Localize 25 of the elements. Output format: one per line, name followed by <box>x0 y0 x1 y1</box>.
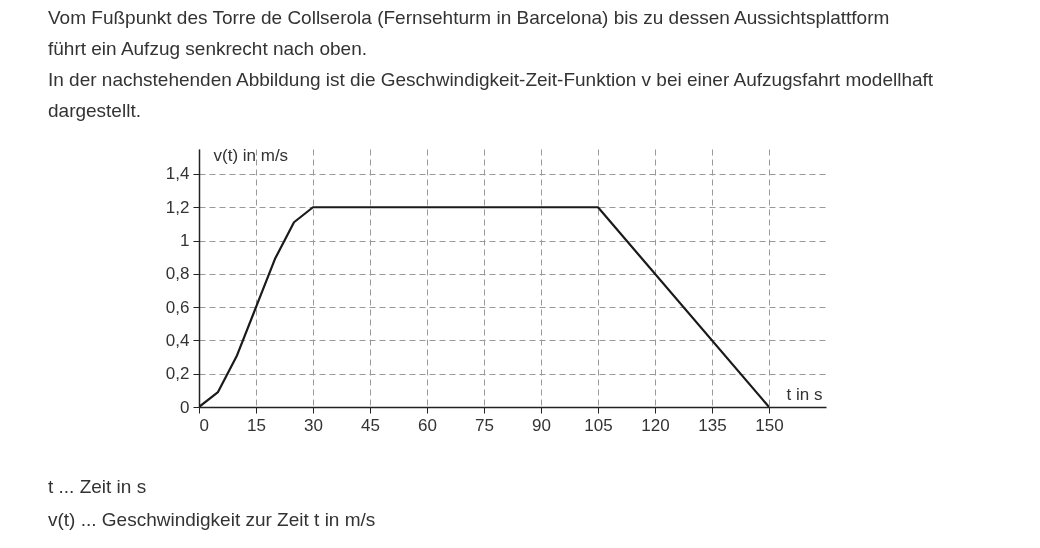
y-tick-label: 0,8 <box>165 264 190 284</box>
y-tick-label: 0,4 <box>165 330 190 350</box>
y-tick-label: 0,6 <box>165 297 190 317</box>
x-tick-label: 75 <box>475 415 494 435</box>
text: v(t) ... Geschwindigkeit zur Zeit t in m/s <box>48 508 377 532</box>
y-axis-title: v(t) in m/s <box>213 145 289 165</box>
x-axis-title: t in s <box>786 384 823 404</box>
x-tick-label: 30 <box>304 415 323 435</box>
x-tick-label: 120 <box>641 415 670 435</box>
x-tick-label: 90 <box>532 415 551 435</box>
x-tick-label: 0 <box>199 415 209 435</box>
x-tick-label: 15 <box>247 415 266 435</box>
x-tick-label: 105 <box>584 415 613 435</box>
text: t ... Zeit in s <box>48 475 148 499</box>
y-tick-label: 1,2 <box>165 197 190 217</box>
y-tick-label: 0,2 <box>165 364 190 384</box>
y-tick-label: 1 <box>180 231 190 251</box>
chart-title: Vom Fußpunkt des Torre de Collserola (Fernsehturm in Barcelona) bis zu dessen Aussichtsplattform führt ein Aufzug senkrecht nach oben. <box>48 6 891 61</box>
x-tick-label: 45 <box>361 415 380 435</box>
x-tick-label: 135 <box>698 415 727 435</box>
x-tick-label: 150 <box>755 415 784 435</box>
y-tick-label: 0 <box>180 397 190 417</box>
x-tick-label: 60 <box>418 415 437 435</box>
y-tick-label: 1,4 <box>165 164 190 184</box>
chart-subtitle: In der nachstehenden Abbildung ist die Geschwindigkeit-Zeit-Funktion v bei einer Aufzugsfahrt modellhaft dargestellt. <box>48 68 935 123</box>
